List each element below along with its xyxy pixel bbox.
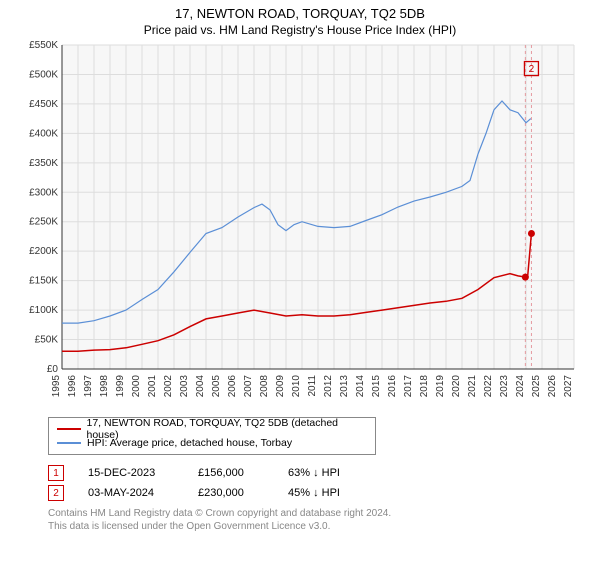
svg-text:2014: 2014 — [355, 375, 366, 398]
svg-text:2013: 2013 — [339, 375, 350, 398]
svg-text:2012: 2012 — [323, 375, 334, 398]
legend-swatch — [57, 442, 81, 444]
svg-text:2027: 2027 — [563, 375, 574, 398]
svg-text:2000: 2000 — [131, 375, 142, 398]
svg-text:2021: 2021 — [467, 375, 478, 398]
svg-text:2017: 2017 — [403, 375, 414, 398]
record-hpi-diff: 63% ↓ HPI — [288, 467, 388, 479]
svg-text:2026: 2026 — [547, 375, 558, 398]
svg-text:2004: 2004 — [195, 375, 206, 398]
svg-text:1999: 1999 — [115, 375, 126, 398]
record-number-badge: 2 — [48, 485, 64, 501]
svg-text:£300K: £300K — [29, 187, 58, 198]
svg-text:2011: 2011 — [307, 375, 318, 397]
svg-text:2018: 2018 — [419, 375, 430, 398]
legend-box: 17, NEWTON ROAD, TORQUAY, TQ2 5DB (detac… — [48, 417, 376, 455]
record-hpi-diff: 45% ↓ HPI — [288, 487, 388, 499]
chart-subtitle: Price paid vs. HM Land Registry's House … — [0, 23, 600, 37]
svg-text:2005: 2005 — [211, 375, 222, 398]
svg-text:£500K: £500K — [29, 69, 58, 80]
svg-text:£350K: £350K — [29, 158, 58, 169]
record-date: 03-MAY-2024 — [88, 487, 198, 499]
svg-text:1996: 1996 — [67, 375, 78, 398]
legend-item: 17, NEWTON ROAD, TORQUAY, TQ2 5DB (detac… — [57, 422, 367, 436]
svg-text:2025: 2025 — [531, 375, 542, 398]
svg-text:2010: 2010 — [291, 375, 302, 398]
record-row: 2 03-MAY-2024£230,00045% ↓ HPI — [48, 483, 600, 503]
chart-area: £0 £50K £100K £150K £200K £250K £300K £350K £400… — [20, 41, 580, 411]
footer-line-1: Contains HM Land Registry data © Crown c… — [48, 507, 600, 520]
svg-text:2001: 2001 — [147, 375, 158, 398]
svg-text:2003: 2003 — [179, 375, 190, 398]
svg-text:£100K: £100K — [29, 305, 58, 316]
record-row: 1 15-DEC-2023£156,00063% ↓ HPI — [48, 463, 600, 483]
svg-text:2006: 2006 — [227, 375, 238, 398]
record-price: £230,000 — [198, 487, 288, 499]
svg-text:£250K: £250K — [29, 217, 58, 228]
svg-text:2: 2 — [529, 64, 535, 75]
svg-text:£550K: £550K — [29, 41, 58, 51]
legend-label: HPI: Average price, detached house, Torb… — [87, 437, 292, 449]
svg-text:2009: 2009 — [275, 375, 286, 398]
record-date: 15-DEC-2023 — [88, 467, 198, 479]
svg-text:2019: 2019 — [435, 375, 446, 398]
svg-text:2024: 2024 — [515, 375, 526, 398]
svg-text:2020: 2020 — [451, 375, 462, 398]
svg-text:£50K: £50K — [35, 335, 59, 346]
svg-text:2007: 2007 — [243, 375, 254, 398]
chart-title: 17, NEWTON ROAD, TORQUAY, TQ2 5DB — [0, 6, 600, 21]
svg-text:2016: 2016 — [387, 375, 398, 398]
footer-line-2: This data is licensed under the Open Gov… — [48, 520, 600, 533]
svg-text:1997: 1997 — [83, 375, 94, 398]
chart-svg: £0 £50K £100K £150K £200K £250K £300K £350K £400… — [20, 41, 580, 411]
svg-text:£200K: £200K — [29, 246, 58, 257]
svg-text:1995: 1995 — [51, 375, 62, 398]
svg-text:2015: 2015 — [371, 375, 382, 398]
svg-text:£0: £0 — [47, 364, 59, 375]
legend-swatch — [57, 428, 81, 430]
svg-text:£450K: £450K — [29, 99, 58, 110]
svg-text:2008: 2008 — [259, 375, 270, 398]
svg-text:2002: 2002 — [163, 375, 174, 398]
svg-text:2022: 2022 — [483, 375, 494, 398]
svg-text:2023: 2023 — [499, 375, 510, 398]
svg-text:£400K: £400K — [29, 128, 58, 139]
footer-note: Contains HM Land Registry data © Crown c… — [48, 507, 600, 533]
svg-text:1998: 1998 — [99, 375, 110, 398]
transaction-records: 1 15-DEC-2023£156,00063% ↓ HPI 2 03-MAY-202… — [48, 463, 600, 503]
record-number-badge: 1 — [48, 465, 64, 481]
record-price: £156,000 — [198, 467, 288, 479]
svg-text:£150K: £150K — [29, 276, 58, 287]
